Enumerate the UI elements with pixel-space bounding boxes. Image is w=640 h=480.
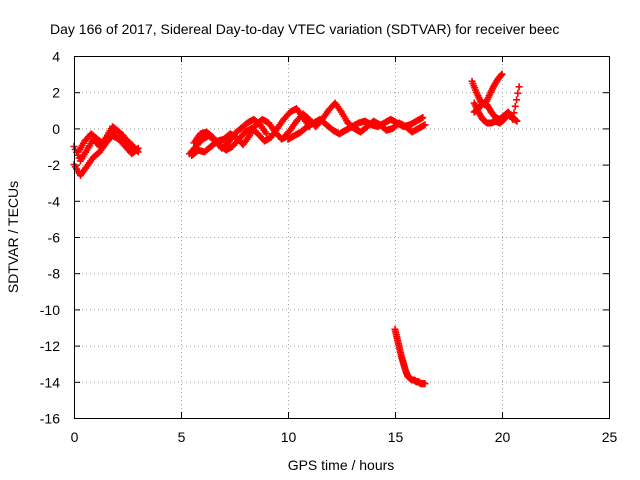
y-tick-label: -14 <box>40 374 60 390</box>
x-tick-label: 15 <box>388 429 404 445</box>
y-axis-label: SDTVAR / TECUs <box>5 181 21 293</box>
x-tick-label: 0 <box>71 429 79 445</box>
data-point <box>515 83 523 91</box>
y-tick-label: -4 <box>48 193 61 209</box>
x-tick-label: 10 <box>281 429 297 445</box>
data-point <box>131 145 139 153</box>
data-point <box>498 70 506 78</box>
data-point <box>513 96 521 104</box>
y-tick-label: -10 <box>40 302 60 318</box>
y-tick-label: 2 <box>52 85 60 101</box>
data-point <box>497 71 505 79</box>
data-point <box>511 102 519 110</box>
data-point <box>132 146 140 154</box>
data-point <box>421 380 429 388</box>
y-tick-label: -2 <box>48 157 61 173</box>
series-arc-m <box>470 83 523 123</box>
series-arc-c <box>74 126 140 156</box>
data-layer <box>70 70 523 388</box>
y-tick-label: 0 <box>52 121 60 137</box>
y-tick-label: 4 <box>52 49 60 65</box>
x-axis-label: GPS time / hours <box>288 457 395 473</box>
plot-frame <box>74 56 610 419</box>
data-point <box>513 117 521 125</box>
y-tick-label: -16 <box>40 411 60 427</box>
data-point <box>514 89 522 97</box>
y-tick-label: -6 <box>48 230 61 246</box>
data-point <box>508 114 516 122</box>
data-point <box>419 114 427 122</box>
series-arc-j <box>391 325 429 388</box>
chart-title: Day 166 of 2017, Sidereal Day-to-day VTE… <box>50 21 559 37</box>
data-point <box>509 115 517 123</box>
data-point <box>421 121 429 129</box>
x-tick-label: 20 <box>495 429 511 445</box>
series-arc-i <box>344 117 429 136</box>
y-tick-label: -8 <box>48 266 61 282</box>
x-tick-label: 5 <box>178 429 186 445</box>
data-point <box>510 109 518 117</box>
x-tick-label: 25 <box>602 429 618 445</box>
y-tick-label: -12 <box>40 338 60 354</box>
